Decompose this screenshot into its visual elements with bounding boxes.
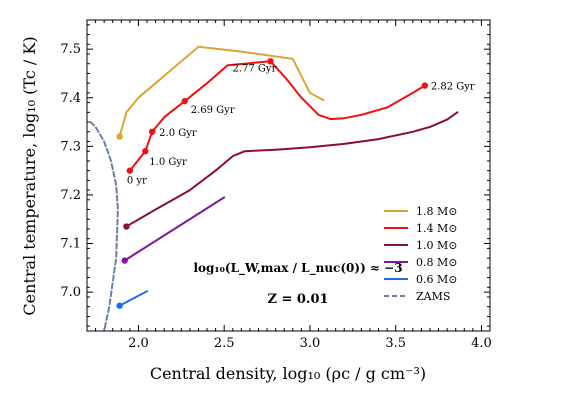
age-label: 2.77 Gyr xyxy=(232,63,276,74)
series-line xyxy=(123,196,226,262)
series-marker xyxy=(126,167,134,174)
series-line xyxy=(118,290,148,307)
legend-label: ZAMS xyxy=(416,290,450,303)
series-marker xyxy=(181,97,188,105)
annotation-layer: 0 yr1.0 Gyr 2.0 Gyr 2.69 Gyr 2.77 Gyr 2.82 G… xyxy=(127,63,475,186)
x-tick-label: 2.5 xyxy=(214,336,235,351)
age-label: 0 yr xyxy=(127,176,147,187)
y-tick-label: 7.0 xyxy=(60,285,81,300)
metallicity-text: Z = 0.01 xyxy=(267,292,328,307)
legend-label: 1.4 M⊙ xyxy=(416,222,457,235)
legend-label: 1.0 M⊙ xyxy=(416,239,457,252)
x-tick-label: 3.5 xyxy=(385,336,406,351)
series-line xyxy=(125,111,459,228)
legend: 1.8 M⊙ 1.4 M⊙ 1.0 M⊙ 0.8 M⊙ 0.6 M⊙ ZAMS xyxy=(384,205,457,303)
series-marker xyxy=(421,82,429,89)
y-tick-label: 7.2 xyxy=(60,188,81,203)
series-marker xyxy=(142,148,149,155)
age-label: 2.82 Gyr xyxy=(431,82,475,93)
age-label: 1.0 Gyr xyxy=(149,157,187,168)
y-tick-label: 7.5 xyxy=(60,42,81,57)
age-label: 2.0 Gyr xyxy=(159,128,197,139)
series-line xyxy=(128,60,426,172)
equation-annotation: log₁₀(L_W,max / L_nuc(0)) ≈ −3 Z = 0.01 xyxy=(193,261,402,307)
series-marker xyxy=(116,302,123,309)
y-axis-title: Central temperature, log₁₀ (Tc / K) xyxy=(20,36,39,315)
y-tick-label: 7.4 xyxy=(60,91,81,106)
x-tick-label: 2.0 xyxy=(128,336,149,351)
y-tick-label: 7.3 xyxy=(60,139,81,154)
series-marker xyxy=(148,128,156,135)
y-tick-label: 7.1 xyxy=(60,237,81,252)
legend-label: 0.8 M⊙ xyxy=(416,256,457,269)
series-marker xyxy=(116,133,123,140)
series-marker xyxy=(123,223,130,230)
series-line xyxy=(89,121,119,331)
x-tick-label: 4.0 xyxy=(471,336,492,351)
series-marker xyxy=(121,257,128,264)
axis-ticks: 2.0 2.5 3.0 3.5 4.0 7.0 7.1 7.2 7.3 7.4 7.5 xyxy=(60,20,492,351)
legend-label: 1.8 M⊙ xyxy=(416,205,457,218)
series-marker xyxy=(267,58,274,65)
equation-text: log₁₀(L_W,max / L_nuc(0)) ≈ −3 xyxy=(193,261,402,276)
marker-layer xyxy=(116,58,429,309)
age-label: 2.69 Gyr xyxy=(191,105,235,116)
series-layer xyxy=(89,45,459,331)
legend-label: 0.6 M⊙ xyxy=(416,273,457,286)
x-tick-label: 3.0 xyxy=(300,336,321,351)
plot-frame xyxy=(86,19,491,332)
series-line xyxy=(118,45,325,138)
x-axis-title: Central density, log₁₀ (ρc / g cm⁻³) xyxy=(150,364,426,383)
